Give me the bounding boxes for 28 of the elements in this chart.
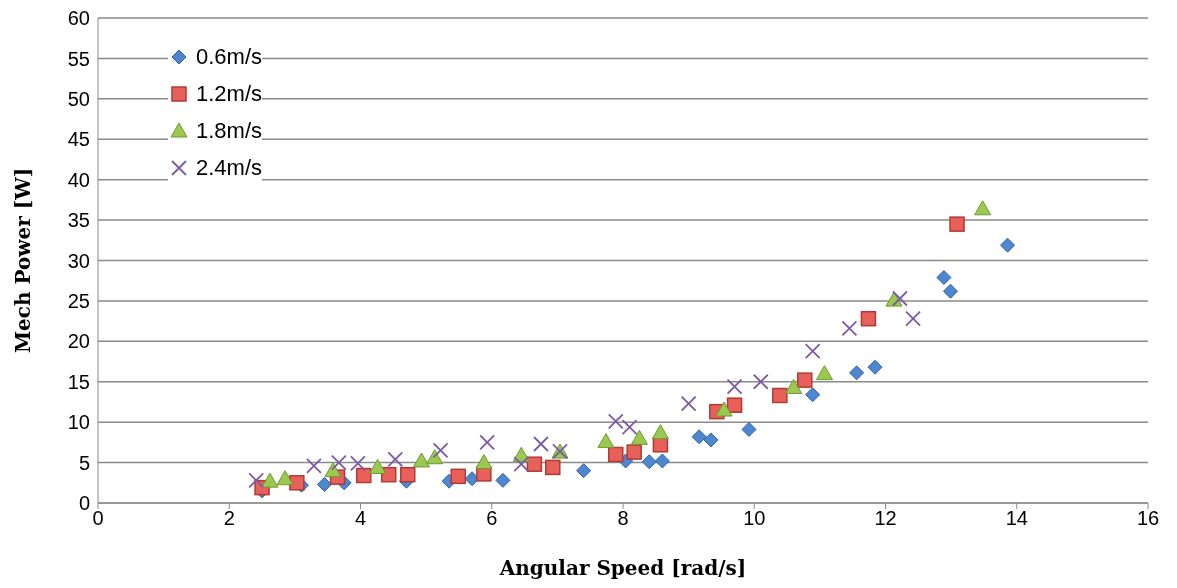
y-tick-label: 50 bbox=[67, 87, 90, 110]
x-tick-label: 12 bbox=[874, 507, 897, 530]
legend-label: 0.6m/s bbox=[196, 43, 263, 70]
y-tick-label: 5 bbox=[78, 451, 90, 474]
y-axis-title: Mech Power [W] bbox=[11, 167, 36, 354]
x-axis-title: Angular Speed [rad/s] bbox=[498, 556, 747, 581]
legend-label: 1.2m/s bbox=[196, 80, 263, 107]
y-tick-label: 0 bbox=[78, 492, 90, 515]
y-tick-label: 10 bbox=[67, 411, 90, 434]
legend-label: 1.8m/s bbox=[196, 117, 263, 144]
x-tick-label: 4 bbox=[354, 507, 367, 530]
y-tick-label: 35 bbox=[67, 209, 90, 232]
y-tick-label: 40 bbox=[67, 168, 90, 191]
y-tick-label: 60 bbox=[67, 7, 90, 30]
y-tick-label: 30 bbox=[67, 249, 90, 272]
x-tick-label: 16 bbox=[1136, 507, 1160, 530]
x-tick-label: 2 bbox=[223, 507, 235, 530]
y-tick-label: 25 bbox=[67, 290, 90, 313]
x-tick-label: 8 bbox=[617, 507, 629, 530]
y-tick-label: 45 bbox=[67, 128, 90, 151]
y-tick-label: 20 bbox=[67, 330, 90, 353]
x-tick-label: 14 bbox=[1005, 507, 1028, 530]
x-tick-label: 10 bbox=[743, 507, 766, 530]
x-tick-label: 6 bbox=[486, 507, 498, 530]
y-tick-label: 15 bbox=[67, 370, 90, 393]
y-tick-label: 55 bbox=[67, 47, 90, 70]
x-tick-label: 0 bbox=[92, 507, 104, 530]
legend-label: 2.4m/s bbox=[196, 154, 263, 181]
